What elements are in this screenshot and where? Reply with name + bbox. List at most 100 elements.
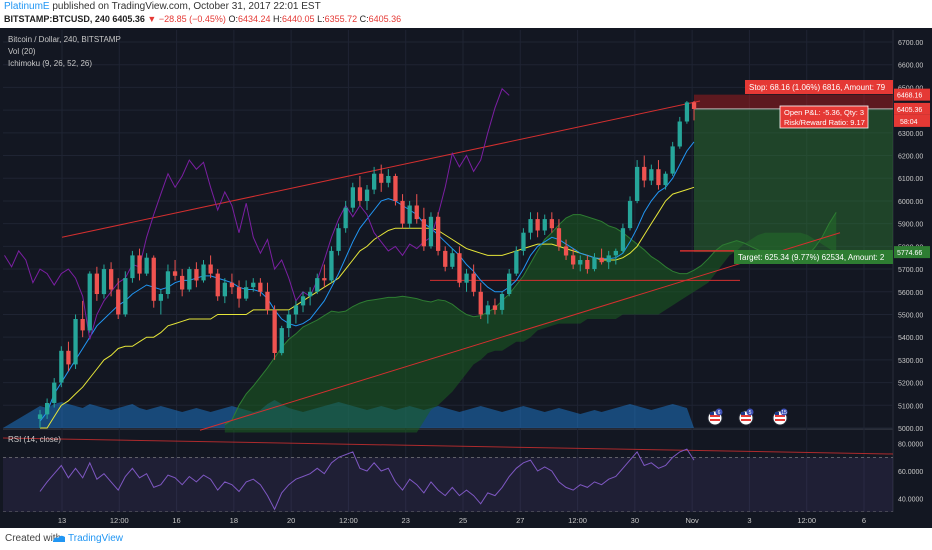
- legend-vol[interactable]: Vol (20): [8, 47, 36, 56]
- target-text: Target: 625.34 (9.77%) 62534, Amount: 2: [738, 253, 885, 262]
- candle-body: [578, 260, 583, 265]
- candle: [407, 200, 412, 229]
- last-price: 6405.36: [112, 14, 145, 24]
- open-value: 6434.24: [237, 14, 271, 24]
- target-label[interactable]: Target: 625.34 (9.77%) 62534, Amount: 2: [734, 250, 893, 264]
- event-count: 5: [749, 410, 752, 416]
- stop-label[interactable]: Stop: 68.16 (1.06%) 6816, Amount: 79: [745, 80, 893, 94]
- candle-body: [286, 314, 291, 329]
- candle-body: [585, 260, 590, 270]
- candle: [315, 273, 320, 295]
- event-marker: 6: [707, 408, 723, 426]
- time-tick-label: 23: [402, 516, 410, 525]
- candle-body: [592, 257, 597, 270]
- rsi-axis[interactable]: 80.0000 60.0000 40.0000: [898, 442, 923, 504]
- rr-text: Risk/Reward Ratio: 9.17: [784, 118, 865, 127]
- countdown-tag: [894, 114, 930, 127]
- candle: [258, 278, 263, 297]
- legend-rsi[interactable]: RSI (14, close): [8, 435, 61, 444]
- candle-body: [315, 278, 320, 292]
- created-with-text: Created with: [5, 533, 62, 544]
- candle: [329, 246, 334, 283]
- flag-stripe: [710, 419, 720, 421]
- stop-price-tag-text: 6468.16: [897, 93, 922, 100]
- candle: [222, 278, 227, 304]
- candle-body: [372, 173, 377, 190]
- candle: [80, 300, 85, 338]
- time-tick-label: 16: [172, 516, 180, 525]
- tradingview-link[interactable]: TradingView: [68, 533, 124, 544]
- candle-body: [52, 382, 57, 403]
- candle: [499, 291, 505, 315]
- rsi-trendline: [2, 437, 894, 455]
- candle-body: [443, 250, 448, 267]
- chart-canvas[interactable]: 6700.006600.006500.006400.006300.006200.…: [0, 28, 932, 528]
- candle-body: [606, 255, 611, 263]
- candle: [677, 116, 682, 149]
- time-axis[interactable]: 13 12:00 16 18 20 12:00 23 25 27 12:00 30 Nov 3 12:00…: [0, 512, 932, 528]
- candle-body: [73, 319, 78, 365]
- candle: [471, 264, 476, 297]
- candle-body: [549, 219, 554, 229]
- candle: [343, 200, 348, 233]
- legend-title[interactable]: Bitcoin / Dollar, 240, BITSTAMP: [8, 35, 121, 44]
- candle: [116, 278, 121, 320]
- candle: [507, 269, 512, 297]
- candle-body: [322, 278, 327, 281]
- economic-events[interactable]: 6 5 15: [707, 408, 788, 426]
- legend-ichimoku[interactable]: Ichimoku (9, 26, 52, 26): [8, 59, 92, 68]
- price-axis[interactable]: 6700.006600.006500.006400.006300.006200.…: [894, 40, 930, 433]
- price-tick-label: 5600.00: [898, 290, 923, 297]
- candle: [87, 271, 92, 333]
- candle: [293, 300, 299, 324]
- candle-body: [265, 291, 270, 310]
- candle-body: [66, 350, 71, 365]
- candle-body: [613, 250, 618, 256]
- stop-zone: [694, 94, 893, 109]
- candle: [45, 398, 50, 419]
- candle-body: [130, 255, 135, 279]
- candle: [151, 255, 156, 308]
- ichimoku-cloud: [224, 212, 837, 433]
- candle: [635, 160, 640, 204]
- target-price-tag-text: 5774.66: [897, 250, 922, 257]
- pnl-label[interactable]: Open P&L: -5.36, Qty: 3 Risk/Reward Rati…: [779, 105, 869, 129]
- candle: [535, 212, 540, 238]
- high-value: 6440.05: [282, 14, 315, 24]
- candle-body: [45, 403, 50, 415]
- candle-body: [172, 271, 178, 276]
- candle-body: [187, 269, 192, 290]
- candle-body: [123, 278, 128, 315]
- symbol-name[interactable]: BITSTAMP:BTCUSD, 240: [4, 14, 110, 24]
- candle-body: [80, 319, 85, 331]
- candle-body: [428, 216, 434, 247]
- time-axis-bg: [0, 512, 932, 528]
- candles: [37, 101, 697, 428]
- candle: [272, 305, 277, 360]
- event-count: 6: [718, 410, 721, 416]
- candle: [478, 282, 483, 320]
- price-tick-label: 5400.00: [898, 335, 923, 342]
- candle: [236, 280, 242, 308]
- flag-stripe: [741, 419, 751, 421]
- time-tick-label: 13: [58, 516, 66, 525]
- candle-body: [507, 273, 512, 294]
- rsi-pane[interactable]: [3, 430, 893, 512]
- author-link[interactable]: PlatinumE: [4, 1, 50, 12]
- candle-body: [627, 200, 633, 229]
- candle-body: [514, 250, 519, 274]
- candle: [66, 341, 71, 372]
- candle: [521, 228, 526, 256]
- candle-body: [677, 121, 682, 147]
- candle-body: [165, 271, 171, 294]
- price-tick-label: 5500.00: [898, 312, 923, 319]
- candle-body: [329, 250, 334, 281]
- candle: [379, 164, 384, 192]
- candle: [229, 273, 235, 295]
- candle-body: [478, 291, 483, 315]
- candle-body: [421, 219, 426, 247]
- candle-body: [116, 289, 121, 315]
- rsi-path: [39, 448, 695, 511]
- candle: [421, 207, 426, 251]
- tradingview-logo-icon[interactable]: [52, 532, 66, 544]
